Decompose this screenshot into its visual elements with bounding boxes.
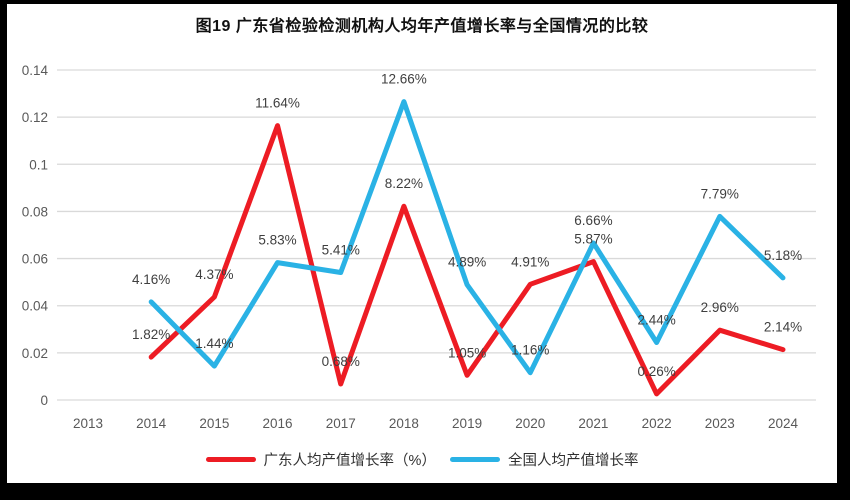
data-point-label: 5.87% [574, 232, 612, 247]
data-point-label: 11.64% [255, 96, 300, 111]
y-axis-tick-label: 0 [40, 393, 48, 408]
data-point-label: 0.68% [322, 354, 360, 369]
series-line-0 [148, 123, 786, 397]
y-axis-tick-label: 0.12 [22, 110, 48, 125]
data-point-label: 7.79% [701, 186, 739, 201]
data-point-label: 1.16% [511, 343, 549, 358]
y-axis-tick-label: 0.06 [22, 252, 48, 267]
x-axis-tick-label: 2015 [199, 416, 229, 431]
x-axis-tick-label: 2020 [515, 416, 545, 431]
data-point-label: 5.83% [258, 233, 296, 248]
data-point-label: 2.14% [764, 320, 802, 335]
data-point-label: 4.89% [448, 255, 486, 270]
x-axis-tick-label: 2018 [389, 416, 419, 431]
legend-label-guangdong: 广东人均产值增长率（%） [263, 453, 436, 469]
y-axis-tick-label: 0.08 [22, 204, 48, 219]
data-point-label: 5.18% [764, 248, 802, 263]
x-axis-tick-label: 2022 [642, 416, 672, 431]
legend-label-national: 全国人均产值增长率 [507, 453, 639, 469]
x-axis-tick-label: 2016 [263, 416, 293, 431]
guangdong-series-line-icon [205, 457, 256, 462]
data-point-label: 1.44% [195, 336, 233, 351]
data-point-label: 0.26% [637, 364, 675, 379]
x-axis-tick-label: 2019 [452, 416, 482, 431]
x-axis-tick-label: 2023 [705, 416, 735, 431]
data-point-label: 5.41% [322, 243, 360, 258]
series-line-1 [148, 99, 786, 376]
y-axis-tick-label: 0.1 [29, 157, 48, 172]
data-point-label: 8.22% [385, 176, 423, 191]
data-point-label: 2.44% [637, 313, 675, 328]
data-point-label: 4.91% [511, 254, 549, 269]
data-point-label: 4.16% [132, 272, 170, 287]
x-axis-tick-label: 2024 [768, 416, 799, 431]
chart-title: 图19 广东省检验检测机构人均年产值增长率与全国情况的比较 [195, 18, 649, 35]
data-point-label: 12.66% [381, 72, 427, 87]
x-axis-tick-label: 2021 [578, 416, 608, 431]
x-axis-tick-label: 2017 [326, 416, 356, 431]
y-axis-tick-label: 0.02 [22, 346, 48, 361]
data-point-label: 2.96% [701, 300, 739, 315]
legend-item-guangdong: 广东人均产值增长率（%） [205, 449, 436, 470]
x-axis-tick-label: 2013 [73, 416, 103, 431]
y-axis-tick-label: 0.04 [22, 299, 49, 314]
legend-item-national: 全国人均产值增长率 [449, 449, 639, 470]
data-point-label: 1.82% [132, 327, 170, 342]
data-point-label: 1.05% [448, 345, 486, 360]
data-point-label: 4.37% [195, 267, 233, 282]
x-axis-tick-label: 2014 [136, 416, 167, 431]
y-axis-tick-label: 0.14 [22, 63, 49, 78]
national-series-line-icon [449, 457, 500, 462]
chart-legend: 广东人均产值增长率（%） 全国人均产值增长率 [7, 449, 837, 470]
data-point-label: 6.66% [574, 213, 612, 228]
